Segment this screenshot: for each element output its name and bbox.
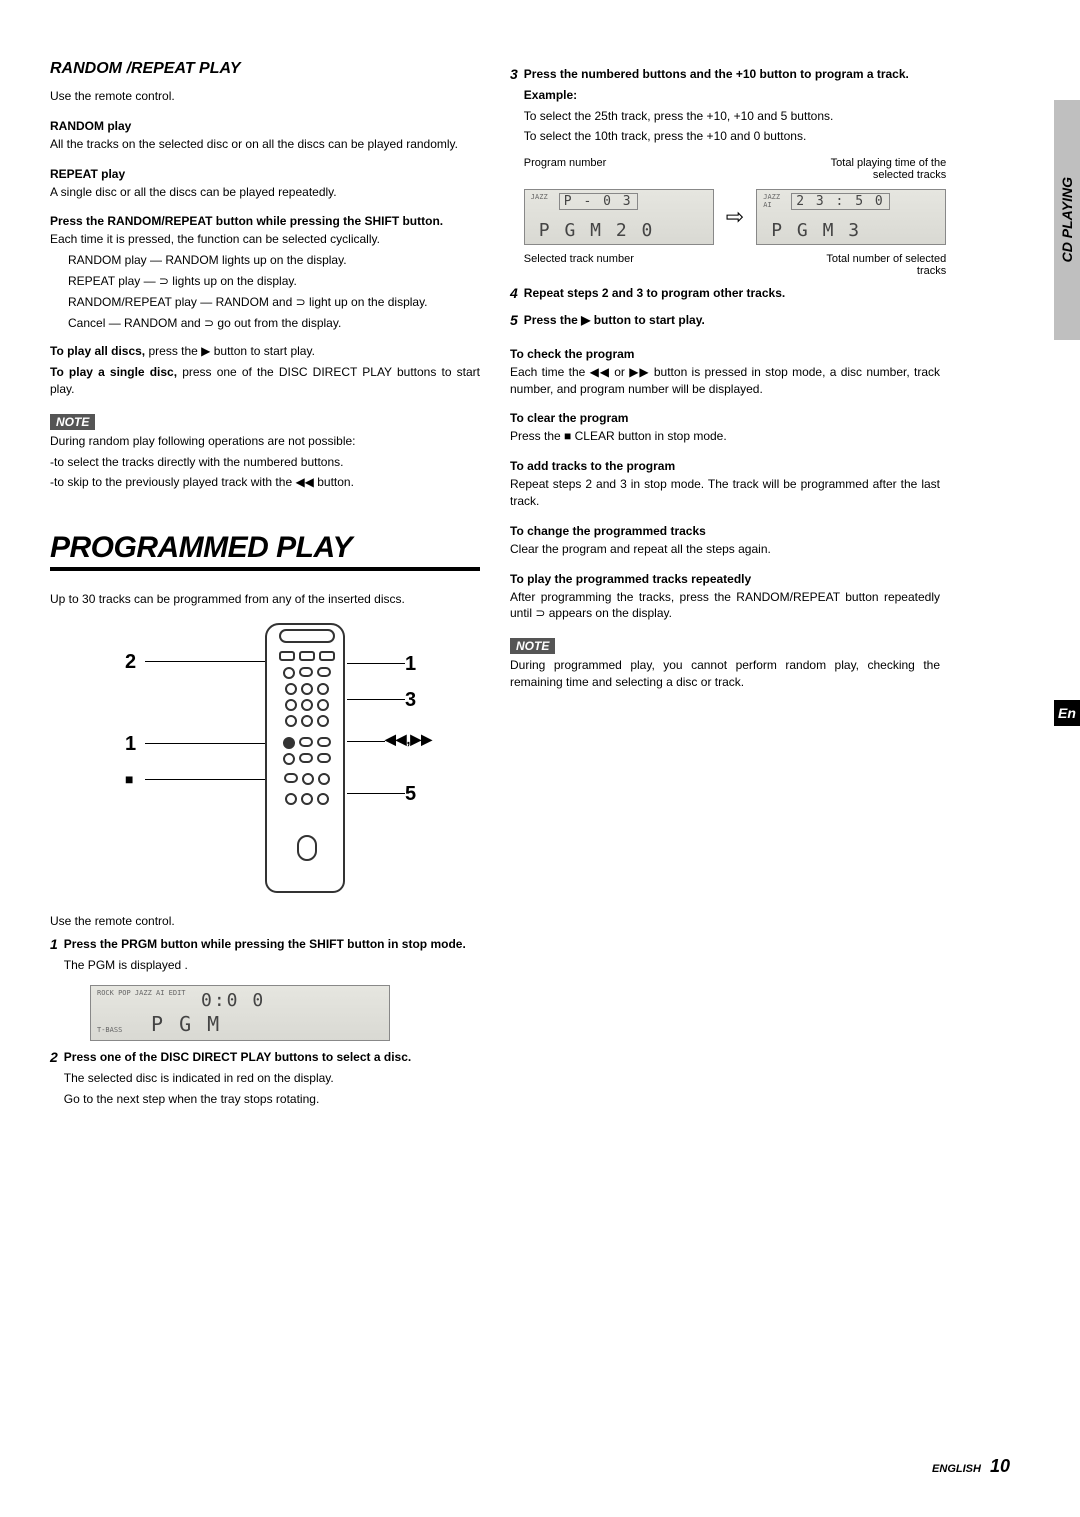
lcd-display: JAZZAI 2 3 : 5 0 P G M 3 xyxy=(756,189,946,245)
language-tab: En xyxy=(1054,700,1080,726)
subhead: To clear the program xyxy=(510,411,940,425)
callout: 3 xyxy=(405,689,416,712)
text: The selected disc is indicated in red on… xyxy=(64,1070,480,1087)
note-badge: NOTE xyxy=(510,638,555,654)
text: All the tracks on the selected disc or o… xyxy=(50,136,480,153)
press-head: Press the RANDOM/REPEAT button while pre… xyxy=(50,214,480,228)
step-number: 3 xyxy=(510,66,518,82)
callout: 1 xyxy=(405,653,416,676)
step-title: Repeat steps 2 and 3 to program other tr… xyxy=(524,285,940,302)
text: -to select the tracks directly with the … xyxy=(50,454,480,471)
subhead: To check the program xyxy=(510,347,940,361)
example-label: Example: xyxy=(524,88,577,102)
random-head: RANDOM play xyxy=(50,119,480,133)
text: To select the 25th track, press the +10,… xyxy=(524,108,946,125)
text: Up to 30 tracks can be programmed from a… xyxy=(50,591,480,608)
programmed-play-heading: PROGRAMMED PLAY xyxy=(50,531,480,571)
cycle-item: RANDOM play — RANDOM lights up on the di… xyxy=(68,252,480,269)
arrow-icon: ⇨ xyxy=(726,204,744,230)
text: Use the remote control. xyxy=(50,88,480,105)
caption: Total number of selected tracks xyxy=(796,253,946,277)
step-title: Press the ▶ button to start play. xyxy=(524,312,940,329)
lcd-display: ROCK POP JAZZ AI EDIT 0:0 0 P G M T-BASS xyxy=(90,985,390,1041)
subhead: To add tracks to the program xyxy=(510,459,940,473)
caption: Total playing time of the selected track… xyxy=(796,157,946,181)
remote-diagram: 2 1 ■ 1 3 ◀◀,▶▶ 5 xyxy=(105,623,425,903)
stop-icon: ■ xyxy=(125,771,133,787)
text: Each time it is pressed, the function ca… xyxy=(50,231,480,248)
section-title: RANDOM /REPEAT PLAY xyxy=(50,60,480,78)
step: 5 Press the ▶ button to start play. xyxy=(510,312,940,333)
step-number: 4 xyxy=(510,285,518,301)
callout: 2 xyxy=(125,651,136,674)
text: Press the ■ CLEAR button in stop mode. xyxy=(510,428,940,445)
text: A single disc or all the discs can be pl… xyxy=(50,184,480,201)
cycle-item: RANDOM/REPEAT play — RANDOM and ⊃ light … xyxy=(68,294,480,311)
lcd-group: JAZZ P - 0 3 P G M 2 0 ⇨ JAZZAI 2 3 : 5 … xyxy=(524,189,946,245)
text: Use the remote control. xyxy=(50,913,480,930)
text: The PGM is displayed . xyxy=(64,957,480,974)
text: During random play following operations … xyxy=(50,433,480,450)
lcd-display: JAZZ P - 0 3 P G M 2 0 xyxy=(524,189,714,245)
caption: Selected track number xyxy=(524,253,634,277)
step: 1 Press the PRGM button while pressing t… xyxy=(50,936,480,978)
text: To play a single disc, press one of the … xyxy=(50,364,480,398)
repeat-head: REPEAT play xyxy=(50,167,480,181)
subhead: To play the programmed tracks repeatedly xyxy=(510,572,940,586)
note-badge: NOTE xyxy=(50,414,95,430)
step: 2 Press one of the DISC DIRECT PLAY butt… xyxy=(50,1049,480,1111)
text: Go to the next step when the tray stops … xyxy=(64,1091,480,1108)
step-title: Press one of the DISC DIRECT PLAY button… xyxy=(64,1049,480,1066)
text: -to skip to the previously played track … xyxy=(50,474,480,491)
caption: Program number xyxy=(524,157,607,181)
text: Each time the ◀◀ or ▶▶ button is pressed… xyxy=(510,364,940,398)
step: 4 Repeat steps 2 and 3 to program other … xyxy=(510,285,940,306)
page-number: ENGLISH 10 xyxy=(932,1456,1010,1477)
text: After programming the tracks, press the … xyxy=(510,589,940,623)
cycle-item: Cancel — RANDOM and ⊃ go out from the di… xyxy=(68,315,480,332)
text: Clear the program and repeat all the ste… xyxy=(510,541,940,558)
callout: 5 xyxy=(405,783,416,806)
side-tab: CD PLAYING xyxy=(1054,100,1080,340)
text: To select the 10th track, press the +10 … xyxy=(524,128,946,145)
step-number: 2 xyxy=(50,1049,58,1065)
text: During programmed play, you cannot perfo… xyxy=(510,657,940,691)
callout: 1 xyxy=(125,733,136,756)
step-title: Press the numbered buttons and the +10 b… xyxy=(524,66,946,83)
step-number: 1 xyxy=(50,936,58,952)
skip-icons: ◀◀,▶▶ xyxy=(385,731,432,748)
step-number: 5 xyxy=(510,312,518,328)
remote-body xyxy=(265,623,345,893)
text: Repeat steps 2 and 3 in stop mode. The t… xyxy=(510,476,940,510)
subhead: To change the programmed tracks xyxy=(510,524,940,538)
step: 3 Press the numbered buttons and the +10… xyxy=(510,66,940,279)
cycle-item: REPEAT play — ⊃ lights up on the display… xyxy=(68,273,480,290)
text: To play all discs, press the ▶ button to… xyxy=(50,343,480,360)
step-title: Press the PRGM button while pressing the… xyxy=(64,936,480,953)
